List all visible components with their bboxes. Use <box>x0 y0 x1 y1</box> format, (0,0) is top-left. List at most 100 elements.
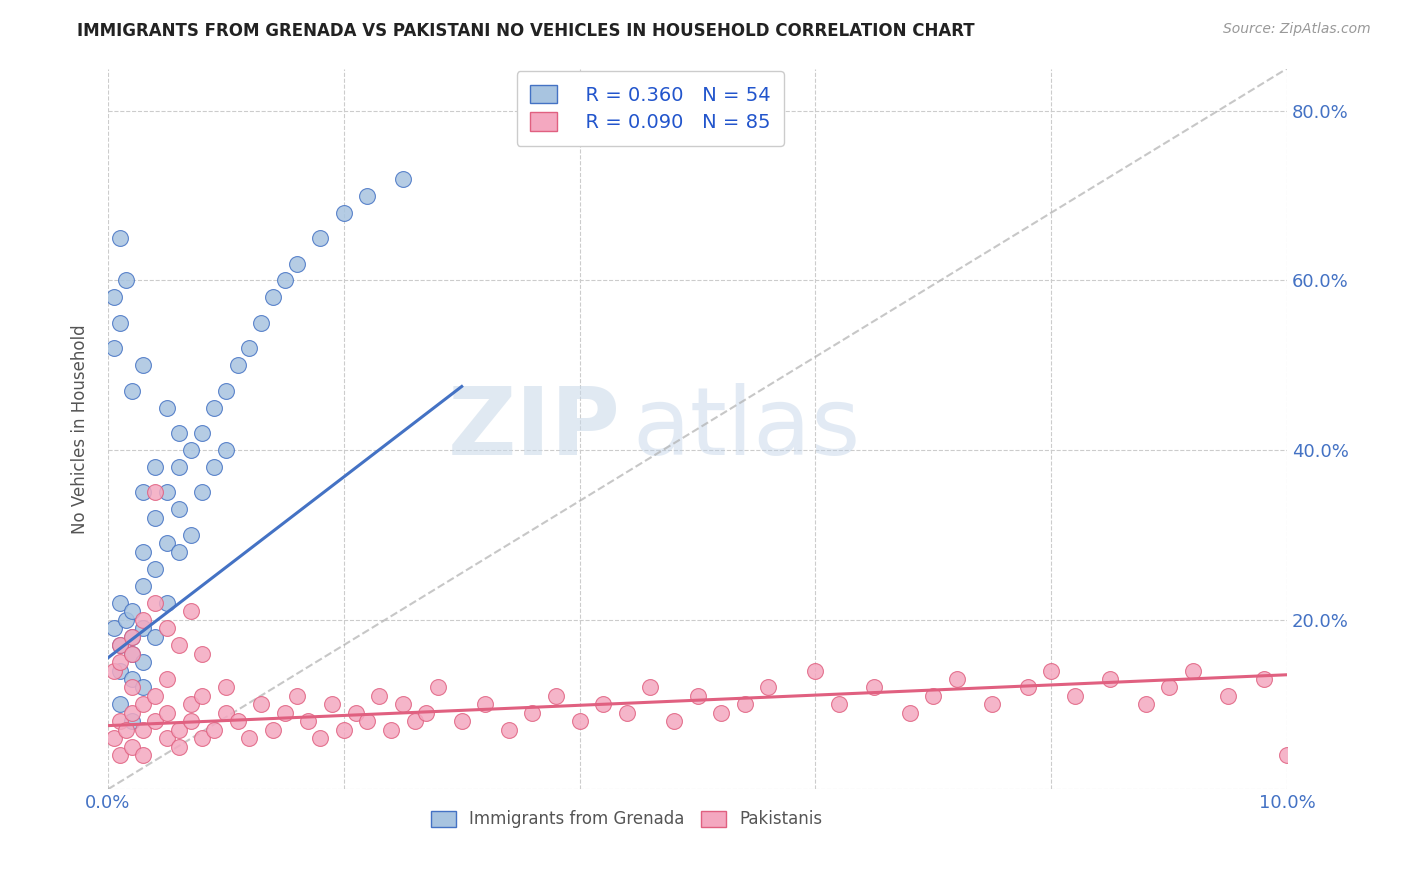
Point <box>167 723 190 737</box>
Point <box>215 443 238 458</box>
Text: ZIP: ZIP <box>449 383 621 475</box>
Point <box>167 502 190 516</box>
Point <box>662 714 685 729</box>
Point <box>103 341 125 355</box>
Point <box>274 706 297 720</box>
Point <box>568 714 591 729</box>
Point <box>167 426 190 441</box>
Point <box>143 630 166 644</box>
Point <box>191 485 214 500</box>
Point <box>368 689 391 703</box>
Point <box>356 714 378 729</box>
Point <box>180 528 202 542</box>
Point <box>108 698 131 712</box>
Point <box>114 273 136 287</box>
Point <box>132 485 155 500</box>
Point <box>592 698 614 712</box>
Point <box>404 714 426 729</box>
Point <box>143 689 166 703</box>
Point <box>309 731 332 746</box>
Point <box>1017 681 1039 695</box>
Text: atlas: atlas <box>633 383 860 475</box>
Point <box>108 316 131 330</box>
Point <box>333 205 356 219</box>
Point <box>191 426 214 441</box>
Point <box>922 689 945 703</box>
Point <box>103 290 125 304</box>
Point <box>121 630 143 644</box>
Point <box>616 706 638 720</box>
Point <box>108 638 131 652</box>
Point <box>167 460 190 475</box>
Point <box>121 706 143 720</box>
Point <box>202 401 225 415</box>
Point <box>262 290 284 304</box>
Point <box>156 672 179 686</box>
Point <box>238 731 260 746</box>
Point <box>143 596 166 610</box>
Point <box>108 664 131 678</box>
Point <box>898 706 921 720</box>
Point <box>167 638 190 652</box>
Point <box>143 511 166 525</box>
Point <box>132 681 155 695</box>
Point <box>132 579 155 593</box>
Point <box>262 723 284 737</box>
Point <box>238 341 260 355</box>
Text: Source: ZipAtlas.com: Source: ZipAtlas.com <box>1223 22 1371 37</box>
Point <box>143 485 166 500</box>
Point <box>285 689 308 703</box>
Point <box>804 664 827 678</box>
Point <box>215 706 238 720</box>
Point <box>415 706 437 720</box>
Point <box>132 655 155 669</box>
Point <box>285 256 308 270</box>
Point <box>981 698 1004 712</box>
Point <box>180 714 202 729</box>
Point <box>309 231 332 245</box>
Point <box>215 384 238 398</box>
Point <box>450 714 472 729</box>
Point <box>132 748 155 763</box>
Point <box>121 714 143 729</box>
Point <box>103 664 125 678</box>
Point <box>1063 689 1085 703</box>
Point <box>108 231 131 245</box>
Point <box>344 706 367 720</box>
Point <box>1253 672 1275 686</box>
Point <box>321 698 343 712</box>
Point <box>156 485 179 500</box>
Point <box>710 706 733 720</box>
Point <box>191 731 214 746</box>
Legend: Immigrants from Grenada, Pakistanis: Immigrants from Grenada, Pakistanis <box>425 804 830 835</box>
Point <box>108 714 131 729</box>
Point <box>1181 664 1204 678</box>
Point <box>156 731 179 746</box>
Point <box>640 681 662 695</box>
Point <box>156 401 179 415</box>
Point <box>103 621 125 635</box>
Point <box>114 723 136 737</box>
Point <box>132 723 155 737</box>
Point <box>121 604 143 618</box>
Point <box>121 739 143 754</box>
Point <box>734 698 756 712</box>
Point <box>686 689 709 703</box>
Point <box>108 596 131 610</box>
Point <box>143 562 166 576</box>
Point <box>156 596 179 610</box>
Point <box>1135 698 1157 712</box>
Point <box>474 698 496 712</box>
Point <box>108 638 131 652</box>
Point <box>167 545 190 559</box>
Point <box>143 460 166 475</box>
Point <box>121 647 143 661</box>
Point <box>356 188 378 202</box>
Point <box>191 647 214 661</box>
Point <box>180 698 202 712</box>
Point <box>121 647 143 661</box>
Point <box>1275 748 1298 763</box>
Point <box>132 545 155 559</box>
Point <box>274 273 297 287</box>
Point <box>391 698 413 712</box>
